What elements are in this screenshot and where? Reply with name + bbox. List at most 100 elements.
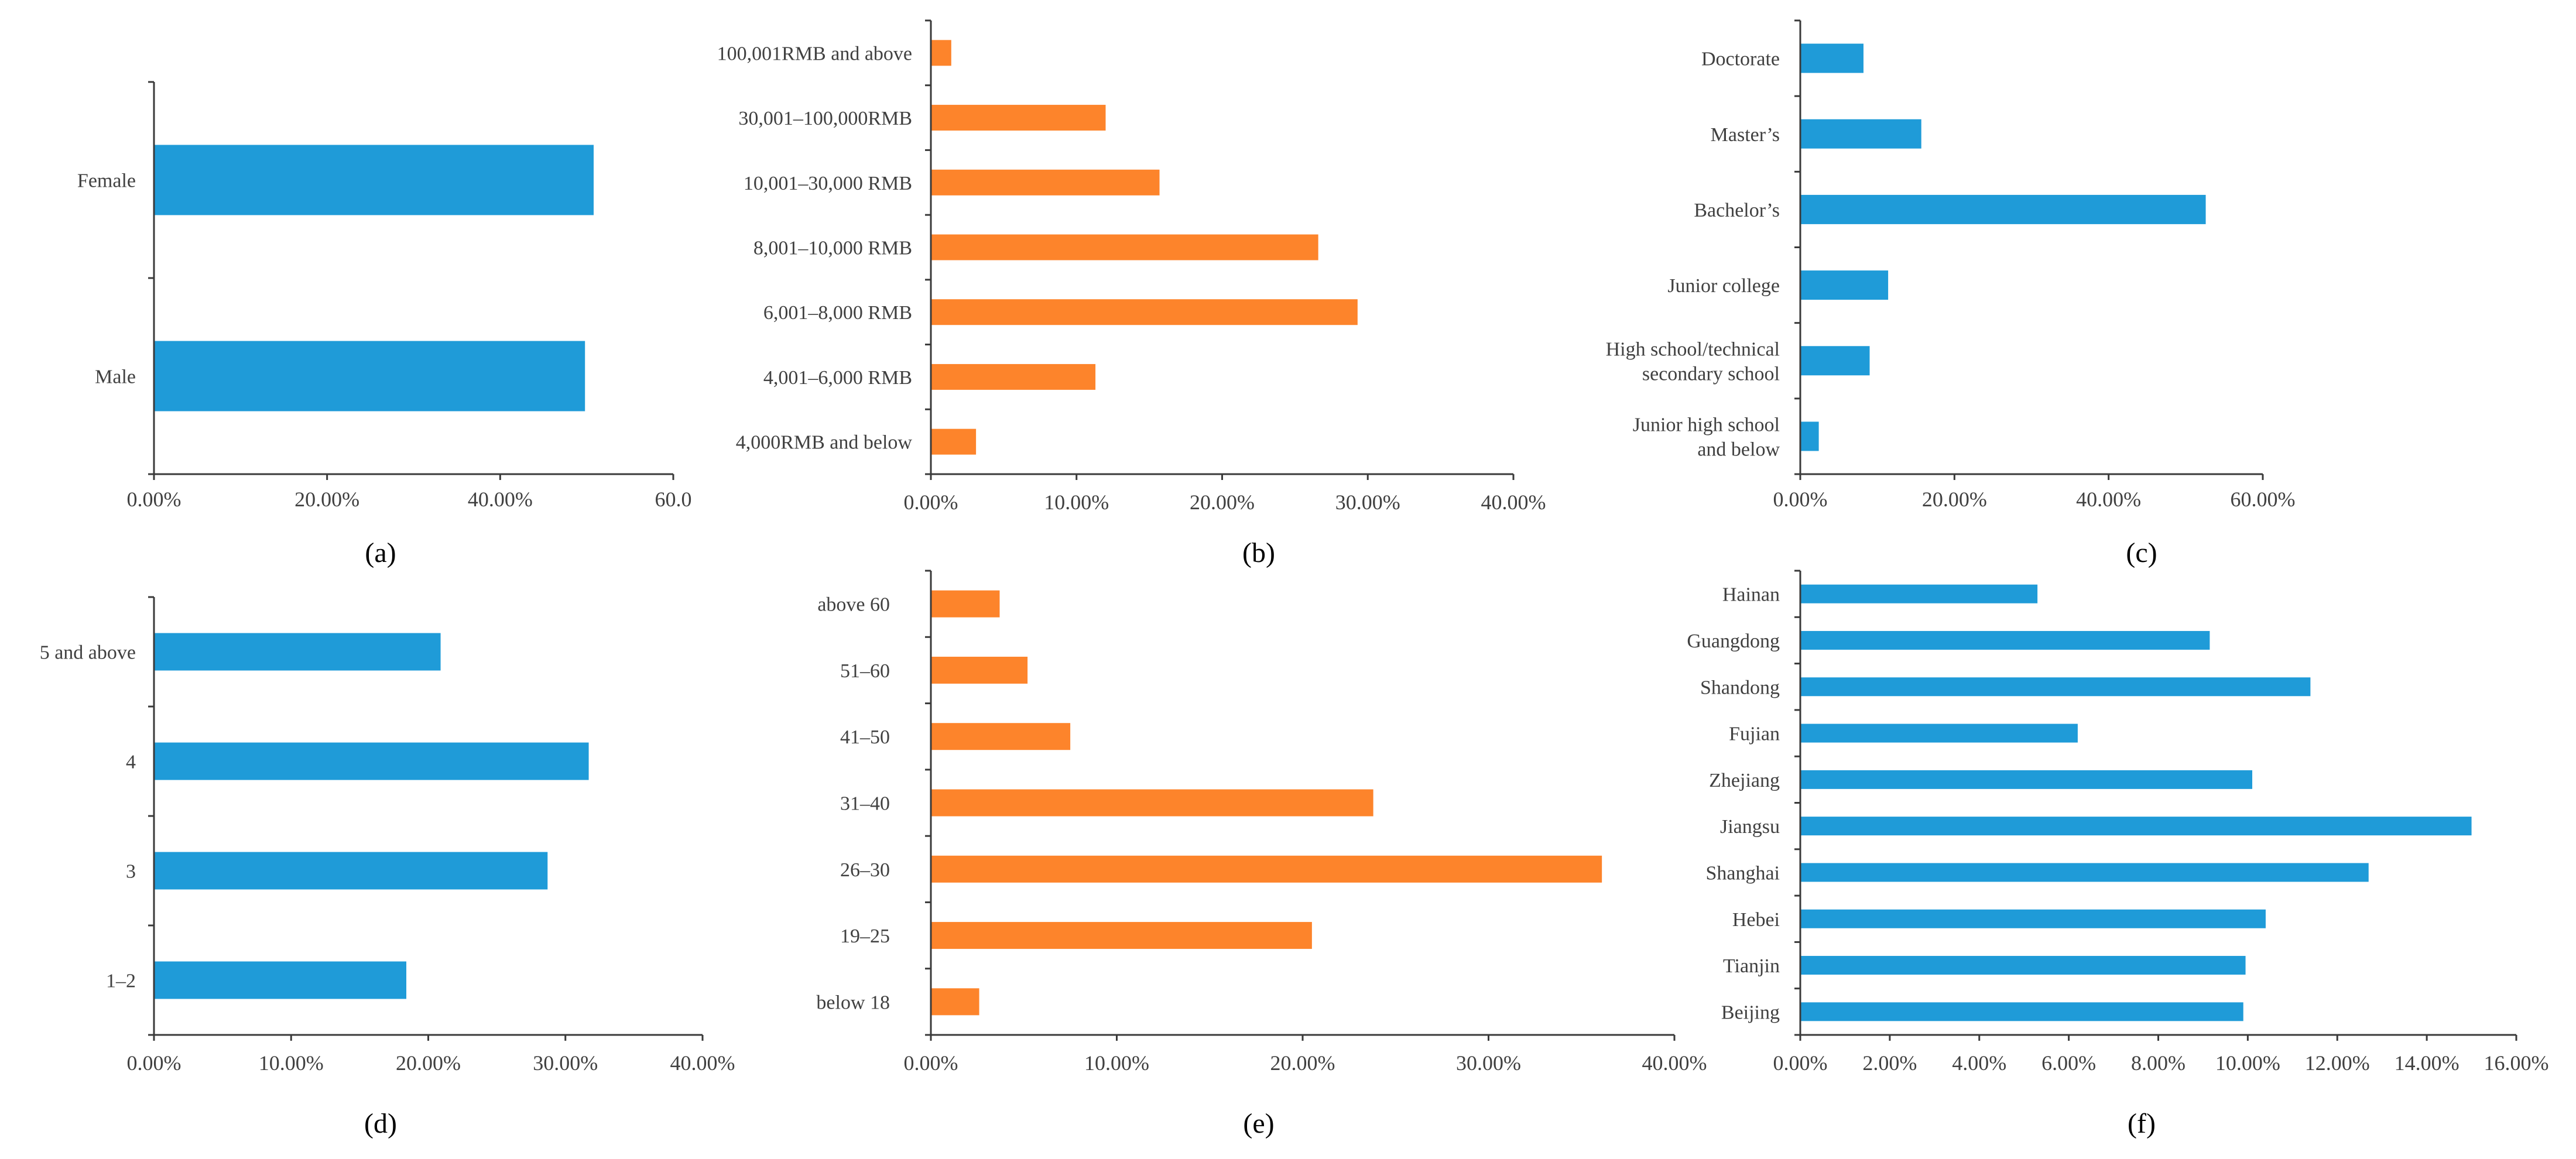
x-tick-label: 0.00% <box>904 491 958 514</box>
category-label: and below <box>1697 438 1780 460</box>
bar <box>155 742 589 780</box>
category-label: Zhejiang <box>1709 770 1780 791</box>
panel-label: (c) <box>2126 537 2157 568</box>
bar <box>1801 43 1864 73</box>
bar <box>931 988 979 1016</box>
bar <box>155 633 441 671</box>
x-tick-label: 30.00% <box>1456 1051 1521 1075</box>
bar <box>931 855 1602 883</box>
x-tick-label: 20.00% <box>1190 491 1255 514</box>
x-tick-label: 14.00% <box>2395 1051 2459 1075</box>
category-label: 4,001–6,000 RMB <box>763 367 912 389</box>
x-tick-label: 16.00% <box>2484 1051 2549 1075</box>
category-label: 1–2 <box>106 971 136 992</box>
bar <box>1801 909 2266 928</box>
category-label: Shanghai <box>1705 862 1780 884</box>
category-label: 10,001–30,000 RMB <box>744 173 912 194</box>
category-label: Hainan <box>1722 584 1780 606</box>
x-tick-label: 10.00% <box>1044 491 1109 514</box>
x-tick-label: 60.00% <box>2231 488 2296 511</box>
x-tick-label: 40.00% <box>1481 491 1546 514</box>
x-tick-label: 40.00% <box>1642 1051 1707 1075</box>
x-tick-label: 0.00% <box>1773 488 1828 511</box>
bar <box>1801 723 2078 743</box>
x-tick-label: 0.00% <box>127 1051 181 1075</box>
category-label: Bachelor’s <box>1694 200 1780 221</box>
category-label: 100,001RMB and above <box>717 43 912 64</box>
bar <box>1801 817 2472 836</box>
chart-panel-d: 1–2 3 4 5 and above 0.00% 10.00% 20.00% 30.00% 4… <box>40 596 735 1139</box>
bar <box>931 428 977 455</box>
category-label: Tianjin <box>1723 955 1780 977</box>
category-label: 6,001–8,000 RMB <box>763 302 912 324</box>
bar <box>1801 863 2369 882</box>
bar <box>931 299 1358 325</box>
category-label: above 60 <box>817 594 890 616</box>
x-tick-label: 40.00% <box>2076 488 2141 511</box>
category-label: Master’s <box>1711 124 1780 146</box>
x-tick-label: 10.00% <box>2215 1051 2280 1075</box>
chart-panel-b: 4,000RMB and below 4,001–6,000 RMB 6,001–8… <box>717 19 1546 568</box>
category-label: Junior high school <box>1633 414 1780 436</box>
bar <box>1801 270 1889 300</box>
category-label: Beijing <box>1721 1002 1780 1023</box>
x-tick-label: 4.00% <box>1952 1051 2006 1075</box>
category-label: 19–25 <box>840 925 890 947</box>
x-tick-label: 40.00% <box>670 1051 735 1075</box>
category-label: 30,001–100,000RMB <box>738 108 912 129</box>
category-label: 3 <box>126 861 136 883</box>
bar <box>1801 194 2206 224</box>
x-tick-label: 0.00% <box>904 1051 958 1075</box>
chart-panel-e: below 18 19–25 26–30 31–40 41–50 51–60 above 6… <box>816 570 1707 1139</box>
category-label: 31–40 <box>840 793 890 815</box>
category-label: below 18 <box>816 992 890 1013</box>
bar <box>1801 421 1819 451</box>
x-tick-label: 6.00% <box>2041 1051 2096 1075</box>
x-tick-label: 0.00% <box>1773 1051 1828 1075</box>
bar <box>1801 1002 2243 1021</box>
x-tick-label: 10.00% <box>259 1051 324 1075</box>
x-tick-label: 20.00% <box>1270 1051 1335 1075</box>
bar <box>1801 956 2246 975</box>
bar <box>1801 770 2253 789</box>
x-tick-label: 8.00% <box>2131 1051 2186 1075</box>
category-label: 8,001–10,000 RMB <box>753 238 912 259</box>
category-label: 51–60 <box>840 660 890 682</box>
category-label: 5 and above <box>40 642 136 664</box>
category-label: Jiangsu <box>1720 816 1780 838</box>
chart-panel-f: Beijing Tianjin Hebei Shanghai Jiangsu Zhejia… <box>1687 570 2549 1139</box>
bar <box>155 961 407 999</box>
x-tick-label: 30.00% <box>1335 491 1400 514</box>
bar <box>1801 119 1921 149</box>
x-tick-label: 30.00% <box>533 1051 598 1075</box>
category-label: High school/technical <box>1606 338 1780 360</box>
bar <box>931 656 1028 684</box>
panel-label: (e) <box>1243 1108 1274 1139</box>
x-tick-label: 60.0 <box>655 488 692 511</box>
category-label: Shandong <box>1700 677 1780 698</box>
category-label: Junior college <box>1667 275 1780 297</box>
x-tick-label: 12.00% <box>2305 1051 2370 1075</box>
bar <box>931 922 1312 949</box>
panel-label: (b) <box>1242 537 1275 568</box>
bar <box>931 169 1160 196</box>
bar <box>931 364 1096 390</box>
category-label: 26–30 <box>840 859 890 881</box>
bar <box>155 341 585 412</box>
x-tick-label: 10.00% <box>1084 1051 1149 1075</box>
bar <box>931 789 1373 817</box>
bar <box>1801 584 2038 603</box>
bar <box>931 105 1106 131</box>
panel-label: (f) <box>2128 1108 2156 1139</box>
category-label: 41–50 <box>840 726 890 748</box>
category-label: 4,000RMB and below <box>736 432 913 454</box>
x-tick-label: 40.00% <box>468 488 533 511</box>
panel-label: (d) <box>364 1108 397 1139</box>
bar <box>931 234 1318 260</box>
bar <box>1801 346 1870 376</box>
x-tick-label: 20.00% <box>1922 488 1987 511</box>
category-label: secondary school <box>1642 363 1780 385</box>
category-label: 4 <box>126 752 136 773</box>
